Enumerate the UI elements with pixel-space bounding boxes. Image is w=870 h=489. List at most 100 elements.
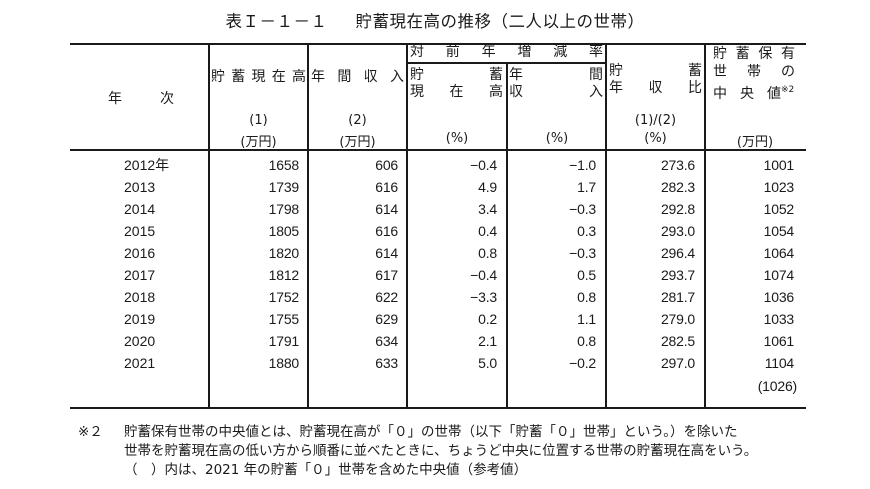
header-year-char: 年 bbox=[108, 91, 122, 107]
cell-yoy-income: −0.3 bbox=[569, 201, 596, 217]
cell-year: 2016 bbox=[124, 245, 156, 261]
cell-yoy-income: 0.8 bbox=[577, 333, 596, 349]
header-char: 入 bbox=[389, 69, 404, 85]
cell-median: 1052 bbox=[763, 201, 795, 217]
header-ratio-unit: (%) bbox=[644, 131, 667, 146]
cell-savings: 1755 bbox=[268, 311, 300, 327]
cell-income: 616 bbox=[375, 223, 398, 239]
cell-yoy-savings: −0.4 bbox=[470, 157, 497, 173]
header-char: 間 bbox=[589, 67, 603, 83]
cell-ratio: 282.3 bbox=[660, 179, 695, 195]
header-yoy-group: 対 前 年 増 減 率 bbox=[410, 44, 603, 61]
cell-yoy-savings: 5.0 bbox=[478, 355, 497, 371]
header-char: 対 bbox=[410, 44, 424, 60]
cell-income: 616 bbox=[375, 179, 398, 195]
col-divider bbox=[704, 43, 706, 409]
cell-year: 2019 bbox=[124, 311, 156, 327]
col-divider bbox=[605, 43, 607, 409]
header-char: 帯 bbox=[747, 64, 761, 80]
cell-median: 1061 bbox=[763, 333, 795, 349]
header-year-char: 次 bbox=[160, 91, 174, 107]
header-yoy-income-unit: (%) bbox=[545, 131, 569, 146]
cell-yoy-income: −1.0 bbox=[569, 157, 596, 173]
header-char: 年 bbox=[311, 69, 325, 85]
header-ratio-l1: 貯 蓄 bbox=[609, 63, 702, 80]
cell-ratio: 273.6 bbox=[660, 157, 695, 173]
cell-yoy-savings: 2.1 bbox=[478, 333, 497, 349]
header-char: 値 bbox=[767, 86, 781, 102]
header-char: 中 bbox=[713, 86, 727, 102]
cell-income: 622 bbox=[375, 289, 398, 305]
cell-ratio: 282.5 bbox=[660, 333, 695, 349]
header-char: 入 bbox=[589, 84, 603, 100]
header-char: 率 bbox=[588, 44, 603, 60]
header-char: 蓄 bbox=[688, 63, 702, 79]
cell-year: 2020 bbox=[124, 333, 156, 349]
cell-year: 2021 bbox=[124, 355, 156, 371]
header-char: 蓄 bbox=[735, 46, 750, 62]
header-char: 収 bbox=[509, 84, 523, 100]
header-savings-unit: (万円) bbox=[240, 135, 277, 150]
cell-median: 1036 bbox=[763, 289, 795, 305]
header-char: 比 bbox=[688, 80, 702, 96]
cell-savings: 1820 bbox=[268, 245, 300, 261]
header-median-l2: 世 帯 の bbox=[713, 64, 795, 81]
header-char: 蓄 bbox=[489, 67, 503, 83]
cell-yoy-savings: −0.4 bbox=[470, 267, 497, 283]
cell-yoy-savings: 4.9 bbox=[478, 179, 497, 195]
cell-median: 1001 bbox=[763, 157, 795, 173]
cell-ratio: 281.7 bbox=[660, 289, 695, 305]
cell-year: 2017 bbox=[124, 267, 156, 283]
header-char: 現 bbox=[410, 84, 424, 100]
cell-ratio: 297.0 bbox=[660, 355, 695, 371]
cell-year: 2014 bbox=[124, 201, 156, 217]
cell-yoy-income: −0.2 bbox=[569, 355, 596, 371]
table-title-text: 貯蓄現在高の推移（二人以上の世帯） bbox=[355, 12, 645, 31]
header-savings-num: (1) bbox=[249, 113, 268, 128]
header-bottom-border bbox=[70, 149, 806, 151]
cell-median: 1023 bbox=[763, 179, 795, 195]
cell-income: 617 bbox=[375, 267, 398, 283]
header-yoy-savings-unit: (%) bbox=[445, 131, 469, 146]
header-char: 世 bbox=[713, 64, 727, 80]
header-median-l1: 貯 蓄 保 有 bbox=[713, 46, 795, 63]
table-title: 表Ｉ－１－１ 貯蓄現在高の推移（二人以上の世帯） bbox=[0, 8, 870, 32]
header-char: 現 bbox=[251, 69, 266, 85]
header-yoy-savings-l2: 現 在 高 bbox=[410, 84, 503, 101]
header-char: の bbox=[781, 64, 795, 80]
table-bottom-border bbox=[70, 407, 806, 409]
cell-savings: 1880 bbox=[268, 355, 300, 371]
cell-savings: 1658 bbox=[268, 157, 300, 173]
footnote-line-3: （ ）内は、2021 年の貯蓄「０」世帯を含めた中央値（参考値） bbox=[124, 462, 528, 478]
header-char: 高 bbox=[292, 69, 306, 85]
cell-income: 606 bbox=[375, 157, 398, 173]
header-char: 収 bbox=[363, 69, 378, 85]
cell-year: 2013 bbox=[124, 179, 156, 195]
cell-savings: 1752 bbox=[268, 289, 300, 305]
footnote-mark: ※２ bbox=[78, 424, 103, 440]
cell-savings: 1805 bbox=[268, 223, 300, 239]
cell-median-reference: (1026) bbox=[757, 378, 797, 394]
header-char: 年 bbox=[509, 67, 523, 83]
footnote-line-1: 貯蓄保有世帯の中央値とは、貯蓄現在高が「０」の世帯（以下「貯蓄「０」世帯」という… bbox=[124, 424, 738, 440]
header-char: 在 bbox=[271, 69, 286, 85]
header-ratio-l2: 年 収 比 bbox=[609, 80, 702, 97]
cell-savings: 1739 bbox=[268, 179, 300, 195]
cell-savings: 1798 bbox=[268, 201, 300, 217]
header-yoy-income-l1: 年 間 bbox=[509, 67, 603, 84]
col-divider bbox=[506, 63, 508, 409]
header-char: 年 bbox=[609, 80, 623, 96]
header-char: 収 bbox=[648, 80, 663, 96]
header-median-l3: 中 央 値 ※2 bbox=[713, 82, 803, 103]
cell-yoy-income: −0.3 bbox=[569, 245, 596, 261]
cell-ratio: 293.0 bbox=[660, 223, 695, 239]
cell-yoy-savings: 0.8 bbox=[478, 245, 497, 261]
footnote-line-2: 世帯を貯蓄現在高の低い方から順番に並べたときに、ちょうど中央に位置する世帯の貯蓄… bbox=[124, 443, 758, 459]
col-divider bbox=[307, 43, 309, 409]
header-char: 貯 bbox=[609, 63, 623, 79]
cell-ratio: 292.8 bbox=[660, 201, 695, 217]
col-divider bbox=[406, 43, 408, 409]
footnote-ref: ※2 bbox=[781, 85, 795, 95]
cell-ratio: 279.0 bbox=[660, 311, 695, 327]
cell-yoy-income: 0.3 bbox=[577, 223, 596, 239]
